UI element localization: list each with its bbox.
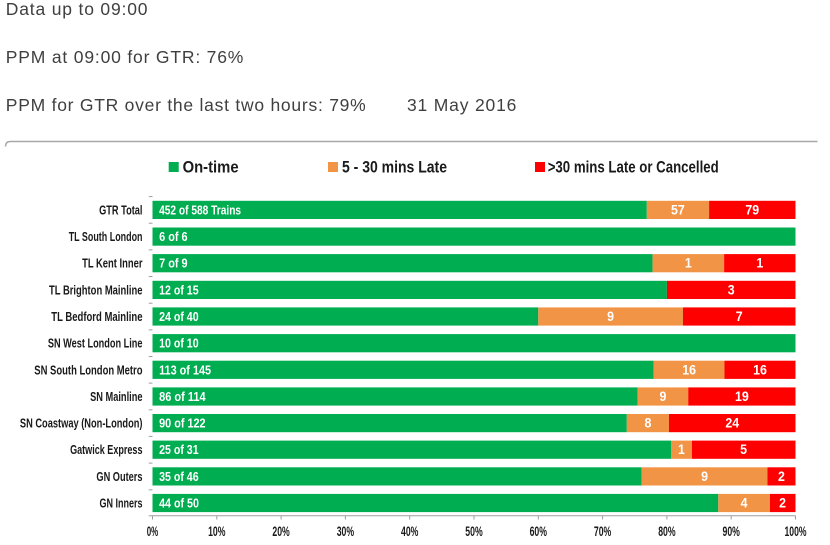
svg-text:2: 2 xyxy=(778,469,785,484)
svg-text:5 - 30 mins Late: 5 - 30 mins Late xyxy=(342,159,447,177)
svg-text:86 of 114: 86 of 114 xyxy=(159,389,206,404)
svg-text:1: 1 xyxy=(685,256,692,271)
svg-text:80%: 80% xyxy=(658,524,676,540)
svg-text:Gatwick Express: Gatwick Express xyxy=(70,442,142,457)
svg-text:2: 2 xyxy=(779,496,786,511)
svg-text:>30 mins Late or Cancelled: >30 mins Late or Cancelled xyxy=(548,159,719,177)
svg-text:4: 4 xyxy=(741,496,748,511)
svg-text:100%: 100% xyxy=(785,524,807,540)
svg-text:Data up to 09:00: Data up to 09:00 xyxy=(6,0,149,19)
svg-text:40%: 40% xyxy=(401,524,419,540)
svg-text:60%: 60% xyxy=(530,524,548,540)
svg-text:7: 7 xyxy=(736,309,743,324)
svg-text:9: 9 xyxy=(660,389,667,404)
svg-text:SN Mainline: SN Mainline xyxy=(90,389,142,404)
svg-text:12 of 15: 12 of 15 xyxy=(159,282,199,297)
svg-text:70%: 70% xyxy=(594,524,612,540)
svg-text:16: 16 xyxy=(753,362,767,377)
svg-text:20%: 20% xyxy=(272,524,290,540)
svg-text:TL Bedford Mainline: TL Bedford Mainline xyxy=(51,309,142,324)
svg-text:24 of 40: 24 of 40 xyxy=(159,309,199,324)
svg-text:1: 1 xyxy=(756,256,763,271)
svg-text:GN Outers: GN Outers xyxy=(96,469,142,484)
svg-text:90 of 122: 90 of 122 xyxy=(159,416,206,431)
svg-text:90%: 90% xyxy=(723,524,741,540)
svg-text:25 of 31: 25 of 31 xyxy=(159,442,199,457)
svg-text:SN Coastway (Non-London): SN Coastway (Non-London) xyxy=(20,416,143,431)
svg-text:79: 79 xyxy=(745,202,759,217)
svg-text:9: 9 xyxy=(607,309,614,324)
svg-text:113 of 145: 113 of 145 xyxy=(159,362,211,377)
svg-text:GN Inners: GN Inners xyxy=(100,496,143,511)
svg-text:5: 5 xyxy=(740,442,747,457)
svg-text:PPM for GTR over the last two: PPM for GTR over the last two hours: 79% xyxy=(6,95,367,115)
svg-text:TL South London: TL South London xyxy=(69,229,143,244)
svg-text:3: 3 xyxy=(728,282,735,297)
svg-text:GTR Total: GTR Total xyxy=(99,202,142,217)
svg-text:7 of 9: 7 of 9 xyxy=(159,256,188,271)
svg-text:10%: 10% xyxy=(208,524,226,540)
svg-text:0%: 0% xyxy=(147,524,159,540)
svg-text:57: 57 xyxy=(671,202,685,217)
svg-text:50%: 50% xyxy=(465,524,483,540)
svg-text:1: 1 xyxy=(678,442,685,457)
svg-text:On-time: On-time xyxy=(183,159,239,177)
svg-text:8: 8 xyxy=(644,416,651,431)
svg-text:452 of 588 Trains: 452 of 588 Trains xyxy=(159,202,241,217)
svg-text:SN West London Line: SN West London Line xyxy=(48,336,143,351)
svg-text:35 of 46: 35 of 46 xyxy=(159,469,199,484)
svg-text:9: 9 xyxy=(701,469,708,484)
svg-text:31 May 2016: 31 May 2016 xyxy=(407,95,517,115)
svg-text:TL Kent Inner: TL Kent Inner xyxy=(82,256,142,271)
svg-text:10 of 10: 10 of 10 xyxy=(159,336,199,351)
svg-text:24: 24 xyxy=(725,416,739,431)
svg-text:16: 16 xyxy=(682,362,696,377)
svg-text:30%: 30% xyxy=(337,524,355,540)
svg-text:TL Brighton Mainline: TL Brighton Mainline xyxy=(49,282,143,297)
svg-text:44 of 50: 44 of 50 xyxy=(159,496,199,511)
svg-text:19: 19 xyxy=(735,389,749,404)
svg-text:6 of 6: 6 of 6 xyxy=(159,229,188,244)
svg-text:PPM at 09:00 for GTR: 76%: PPM at 09:00 for GTR: 76% xyxy=(6,47,244,67)
svg-text:SN South London Metro: SN South London Metro xyxy=(34,362,142,377)
